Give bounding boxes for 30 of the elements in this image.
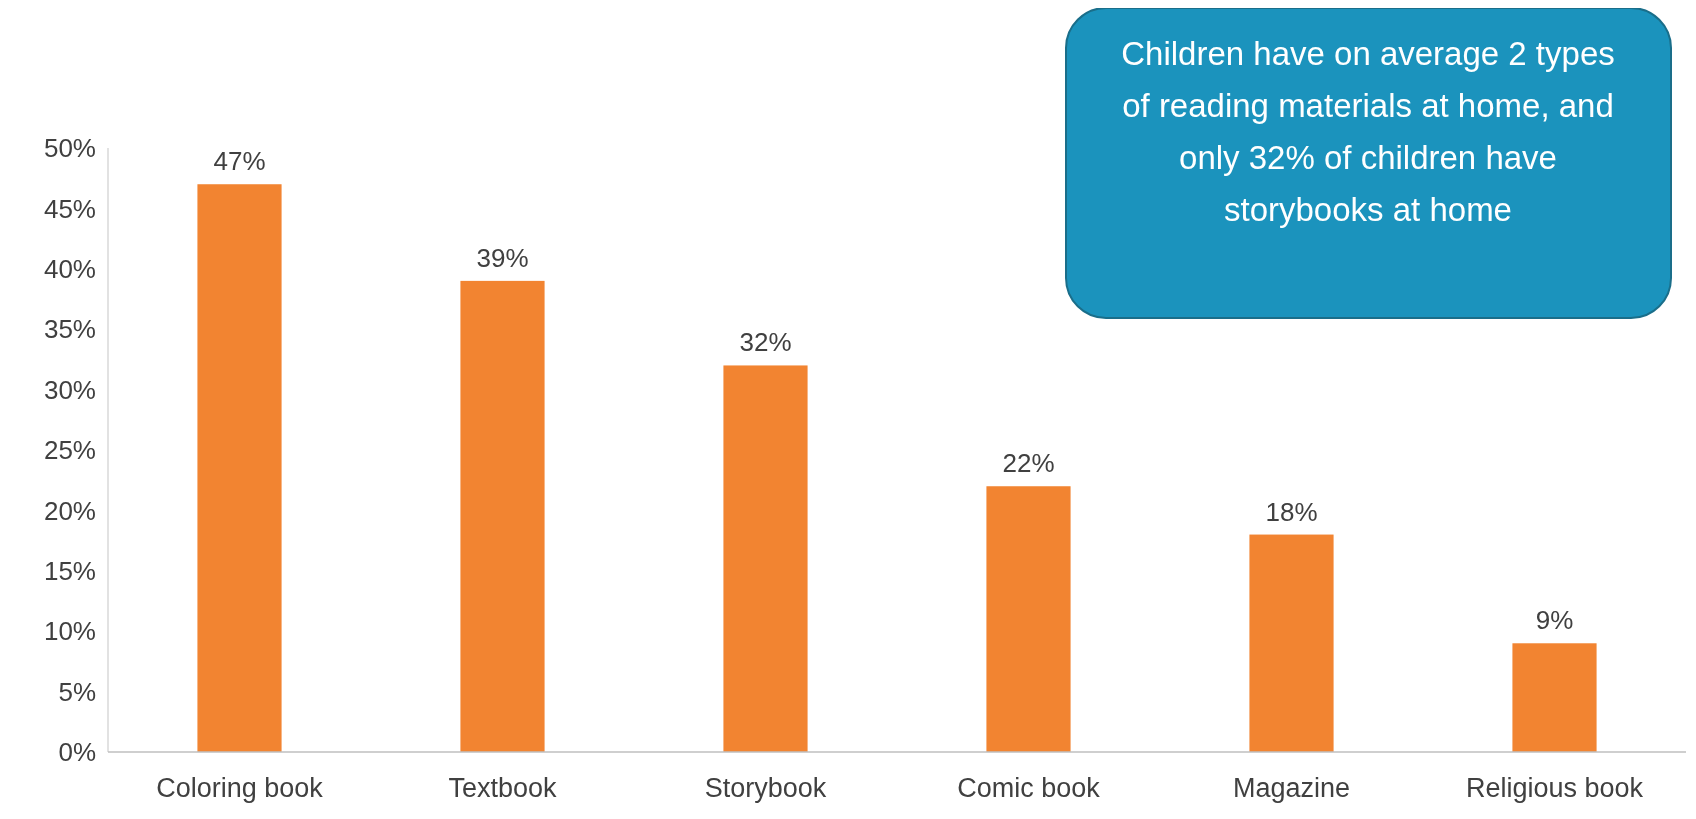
data-label: 22% [1002, 448, 1055, 479]
data-label: 18% [1265, 496, 1318, 527]
bar [1512, 643, 1597, 752]
bar [197, 184, 282, 752]
x-tick-label: Storybook [704, 773, 827, 803]
bar [1249, 534, 1334, 752]
y-tick-label: 40% [43, 253, 96, 284]
y-tick-label: 45% [43, 193, 96, 224]
bar [723, 365, 808, 752]
y-tick-label: 15% [43, 555, 96, 586]
x-tick-label: Coloring book [156, 773, 324, 803]
x-tick-label: Magazine [1232, 773, 1351, 803]
y-tick-label: 5% [58, 676, 96, 707]
x-tick-label: Textbook [448, 773, 558, 803]
y-tick-label: 30% [43, 374, 96, 405]
data-label: 39% [476, 242, 529, 273]
x-tick-label: Religious book [1465, 773, 1644, 803]
y-tick-label: 25% [43, 435, 96, 466]
bar [986, 486, 1071, 752]
data-label: 47% [213, 146, 266, 177]
x-tick-label: Comic book [957, 773, 1101, 803]
y-tick-label: 35% [43, 314, 96, 345]
y-tick-label: 0% [58, 737, 96, 768]
annotation: Children have on average 2 types of reading materials at home, and only 32% of children have storybooks at home [1120, 34, 1616, 230]
y-tick-label: 10% [43, 616, 96, 647]
bar [460, 280, 545, 752]
data-label: 32% [739, 327, 792, 358]
data-label: 9% [1535, 605, 1574, 636]
y-tick-label: 20% [43, 495, 96, 526]
y-tick-label: 50% [43, 133, 96, 164]
